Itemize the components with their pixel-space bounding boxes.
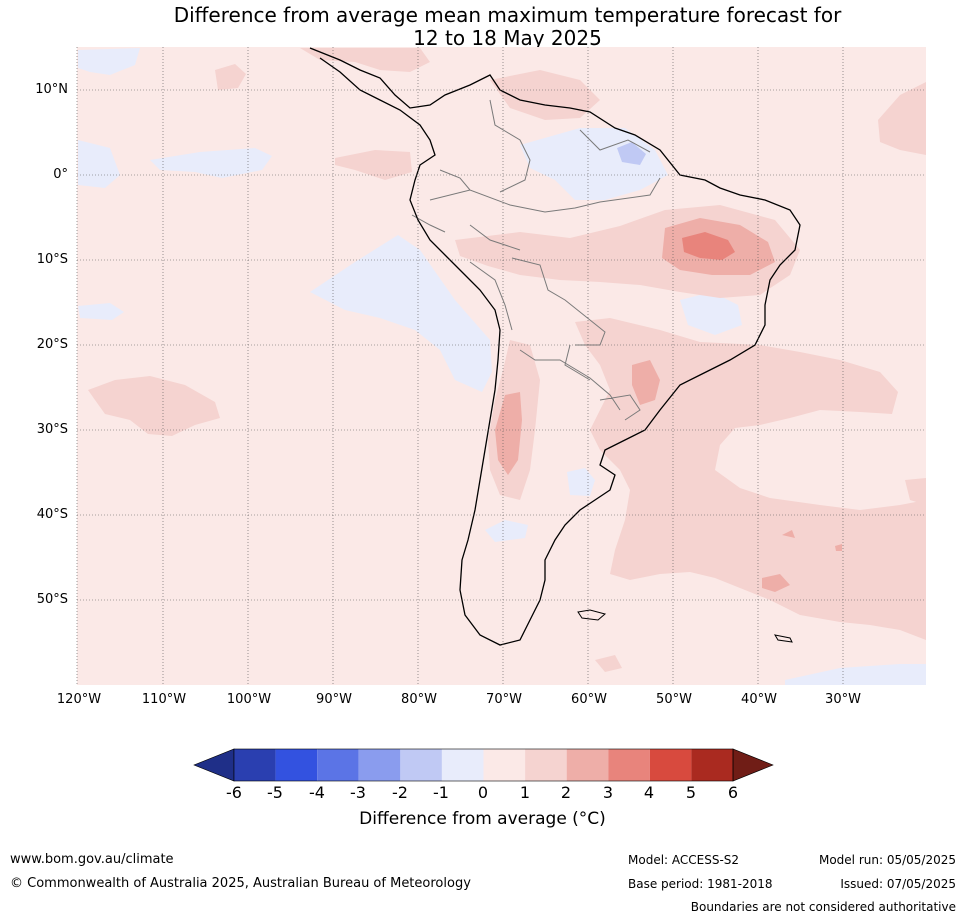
lat-label: 50°S [36,592,68,607]
lon-label: 30°W [825,692,861,707]
lon-label: 60°W [571,692,607,707]
gridlines [76,47,926,685]
colorbar-segment [525,749,567,781]
colorbar-tick-label: -3 [350,783,366,802]
anomaly-area-cool [78,140,120,188]
colorbar-segment [400,749,442,781]
footer-url: www.bom.gov.au/climate [10,852,174,867]
anomaly-area-cool [150,148,272,178]
lon-label: 110°W [141,692,187,707]
title-line-1: Difference from average mean maximum tem… [173,3,842,27]
colorbar-tick-label: -5 [267,783,283,802]
anomaly-area-warm-2 [495,392,522,475]
colorbar-extend-high [732,748,774,782]
chart-title: Difference from average mean maximum tem… [0,4,965,50]
lat-label: 10°N [35,82,68,97]
title-line-2: 12 to 18 May 2025 [413,26,602,50]
lon-label: 80°W [401,692,437,707]
lon-label: 100°W [226,692,272,707]
colorbar-tick-label: -2 [392,783,408,802]
colorbar-tick-label: 2 [560,783,572,802]
lon-label: 40°W [741,692,777,707]
boundaries [309,47,801,646]
footer-model-run: Model run: 05/05/2025 [818,853,956,867]
colorbar-segment [649,749,692,781]
anomaly-area-warm-2 [632,360,660,405]
anomaly-shading [78,48,926,685]
colorbar-tick-label: 6 [727,783,739,802]
colorbar-tick-label: 0 [477,783,489,802]
colorbar-segment [483,749,526,781]
colorbar-segment [275,749,318,781]
colorbar-extend-low [193,748,235,782]
anomaly-area-warm [878,82,926,155]
colorbar-tick-label: -4 [309,783,325,802]
anomaly-area-warm [215,64,246,90]
colorbar-segment [691,749,733,781]
lat-label: 0° [53,167,68,182]
anomaly-area-warm [595,655,622,672]
colorbar-segment [566,749,609,781]
colorbar-tick-label: 5 [685,783,697,802]
anomaly-area-cool [680,292,742,335]
anomaly-area-cool [617,142,646,165]
colorbar-tick-label: -6 [226,783,242,802]
footer-model: Model: ACCESS-S2 [628,853,740,867]
country-borders [411,99,661,421]
footer-base-period: Base period: 1981-2018 [628,877,773,891]
colorbar-tick-label: 4 [643,783,655,802]
colorbar-frame [233,748,734,782]
anomaly-area-cool [78,48,140,75]
lat-label: 20°S [36,337,68,352]
lon-label: 90°W [316,692,352,707]
anomaly-area-warm-2 [762,574,790,592]
lon-label: 120°W [56,692,102,707]
colorbar-segment [234,749,276,781]
anomaly-area-warm [300,48,430,72]
island [577,609,793,643]
colorbar-tick-label: -1 [433,783,449,802]
lon-label: 70°W [486,692,522,707]
anomaly-area-warm [335,150,412,180]
anomaly-area-cool [310,235,492,392]
colorbar-segment [358,749,401,781]
anomaly-area-warm [575,318,926,640]
colorbar-segment [441,749,484,781]
colorbar-segment [608,749,650,781]
coastline [309,47,801,646]
anomaly-area-warm [88,376,220,436]
lon-label: 50°W [656,692,692,707]
colorbar-tick-label: 1 [519,783,531,802]
lat-label: 40°S [36,507,68,522]
anomaly-area-warm-2 [782,530,795,538]
footer-issued: Issued: 07/05/2025 [840,877,956,891]
anomaly-area-cool [485,520,528,542]
anomaly-area-warm-2 [835,544,842,551]
anomaly-area-cool [785,664,926,685]
colorbar-tick-label: 3 [602,783,614,802]
colorbar-segment [317,749,359,781]
colorbar-label: Difference from average (°C) [359,809,606,829]
anomaly-area-warm-3 [682,232,735,260]
lat-label: 30°S [36,422,68,437]
footer-disclaimer: Boundaries are not considered authoritat… [690,900,956,914]
footer-copyright: © Commonwealth of Australia 2025, Austra… [10,876,471,891]
lat-label: 10°S [36,252,68,267]
anomaly-area-warm [490,70,600,120]
anomaly-area-cool [78,303,124,320]
anomaly-area-warm [905,478,926,505]
